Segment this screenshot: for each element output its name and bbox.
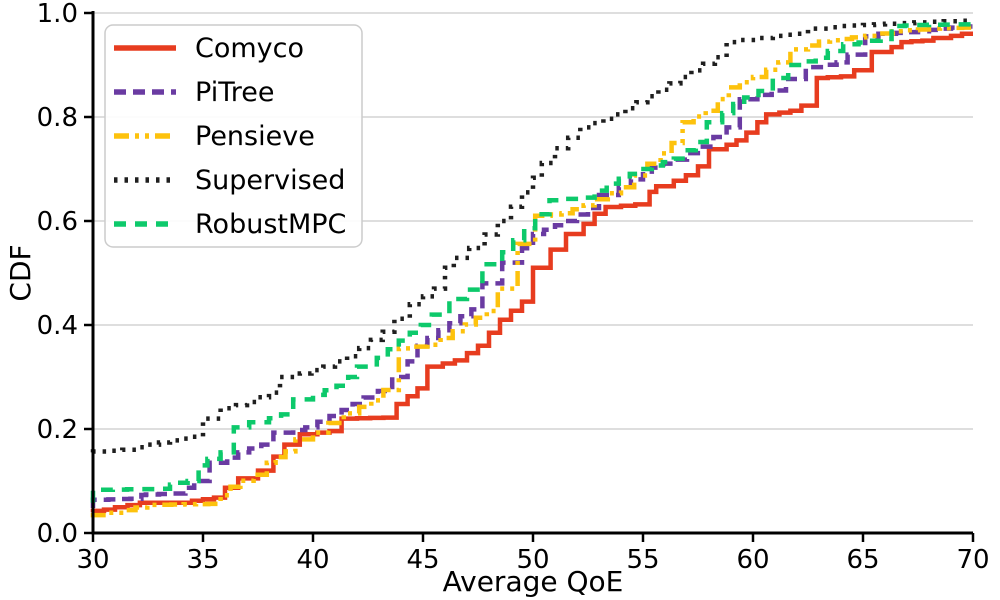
x-tick-label: 60 — [736, 545, 769, 575]
axes-layer: 30 35 40 45 50 55 60 65 70 0.0 0.2 0.4 0.6 0.8 1.0 — [37, 0, 990, 575]
series-path-pitree — [90, 24, 973, 508]
series-path-robustmpc — [90, 22, 973, 503]
y-tick-label: 0.4 — [37, 311, 78, 341]
y-axis-label: CDF — [4, 244, 37, 301]
legend-label: Comyco — [195, 33, 304, 64]
x-tick-label: 40 — [296, 545, 329, 575]
legend-item-supervised: Supervised — [114, 165, 345, 196]
series-path-comyco — [90, 31, 973, 514]
series-layer — [90, 18, 973, 518]
x-tick-label: 65 — [846, 545, 879, 575]
x-tick-label: 45 — [406, 545, 439, 575]
legend-label: PiTree — [195, 77, 274, 108]
y-tick-label: 0.0 — [37, 519, 78, 549]
legend-item-robustmpc: RobustMPC — [114, 209, 346, 240]
x-tick-label: 70 — [956, 545, 989, 575]
legend-item-comyco: Comyco — [114, 33, 304, 64]
legend-label: Pensieve — [195, 121, 315, 152]
x-tick-label: 50 — [516, 545, 549, 575]
series-path-supervised — [90, 18, 973, 454]
x-tick-label: 35 — [186, 545, 219, 575]
y-tick-label: 0.8 — [37, 103, 78, 133]
legend-label: RobustMPC — [195, 209, 346, 240]
legend-box — [104, 24, 363, 248]
legend-label: Supervised — [195, 165, 345, 196]
x-tick-label: 55 — [626, 545, 659, 575]
legend-layer: Comyco PiTree Pensieve Supervised RobustMPC — [104, 24, 363, 248]
y-tick-label: 0.6 — [37, 207, 78, 237]
x-tick-label: 30 — [76, 545, 109, 575]
legend-item-pitree: PiTree — [114, 77, 274, 108]
y-tick-label: 0.2 — [37, 415, 78, 445]
y-tick-label: 1.0 — [37, 0, 78, 29]
legend-item-pensieve: Pensieve — [114, 121, 315, 152]
x-axis-label: Average QoE — [443, 565, 624, 598]
